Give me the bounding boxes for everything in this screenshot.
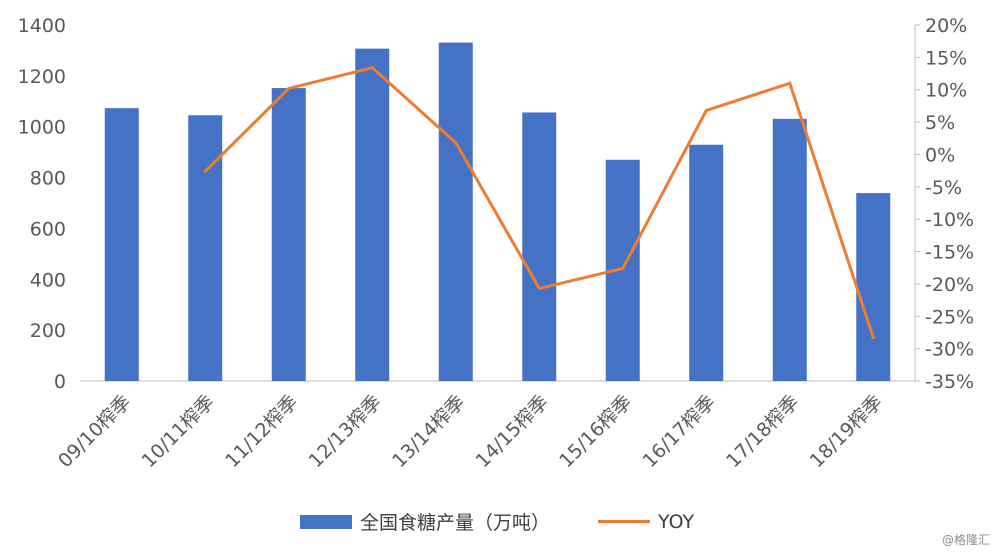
yoy-point	[871, 336, 875, 340]
bar	[271, 88, 306, 381]
yoy-point	[621, 266, 625, 270]
legend-item-bar: 全国食糖产量（万吨）	[300, 508, 550, 535]
x-tick-label: 09/10榨季	[54, 391, 135, 472]
yoy-point	[537, 286, 541, 290]
bar	[104, 108, 139, 381]
y-right-tick-label: 15%	[925, 47, 967, 69]
legend: 全国食糖产量（万吨） YOY	[300, 508, 742, 535]
y-right-tick-label: -20%	[925, 274, 974, 296]
x-tick-label: 15/16榨季	[555, 391, 636, 472]
y-left-tick-label: 0	[54, 371, 66, 393]
yoy-point	[704, 108, 708, 112]
bar	[856, 193, 891, 381]
y-right-tick-label: 0%	[925, 144, 955, 166]
yoy-point	[203, 169, 207, 173]
y-right-tick-label: -5%	[925, 177, 962, 199]
y-left-tick-label: 1000	[18, 117, 66, 139]
x-tick-label: 14/15榨季	[472, 391, 553, 472]
x-tick-label: 11/12榨季	[221, 391, 302, 472]
x-tick-label: 18/19榨季	[806, 391, 887, 472]
y-left-tick-label: 1400	[18, 15, 66, 37]
y-left-tick-label: 800	[30, 168, 66, 190]
bar	[438, 42, 473, 381]
y-right-tick-label: -15%	[925, 242, 974, 264]
y-right-tick-label: 10%	[925, 80, 967, 102]
y-left-tick-label: 1200	[18, 66, 66, 88]
x-tick-label: 10/11榨季	[138, 391, 219, 472]
y-right-tick-label: -30%	[925, 339, 974, 361]
legend-bar-label: 全国食糖产量（万吨）	[360, 512, 551, 534]
bar	[522, 112, 557, 381]
y-right-tick-label: -10%	[925, 209, 974, 231]
yoy-point	[287, 86, 291, 90]
y-right-tick-label: -35%	[925, 371, 974, 393]
x-tick-label: 13/14榨季	[388, 391, 469, 472]
y-right-tick-label: -25%	[925, 306, 974, 328]
x-tick-label: 17/18榨季	[722, 391, 803, 472]
legend-line-swatch	[598, 520, 651, 523]
y-right-tick-label: 20%	[925, 15, 967, 37]
legend-bar-swatch	[300, 514, 352, 529]
watermark: @格隆汇	[941, 533, 990, 547]
y-left-tick-label: 400	[30, 269, 66, 291]
y-left-tick-label: 200	[30, 320, 66, 342]
bar	[355, 48, 390, 382]
legend-line-label: YOY	[658, 510, 695, 533]
y-right-tick-label: 5%	[925, 112, 955, 134]
legend-item-line: YOY	[598, 511, 694, 533]
bar	[689, 144, 724, 381]
x-tick-label: 16/17榨季	[639, 391, 720, 472]
bar	[188, 115, 223, 382]
yoy-point	[454, 141, 458, 145]
yoy-point	[788, 81, 792, 85]
yoy-point	[370, 66, 374, 70]
bar	[772, 118, 807, 382]
y-left-tick-label: 600	[30, 218, 66, 240]
x-tick-label: 12/13榨季	[305, 391, 386, 472]
